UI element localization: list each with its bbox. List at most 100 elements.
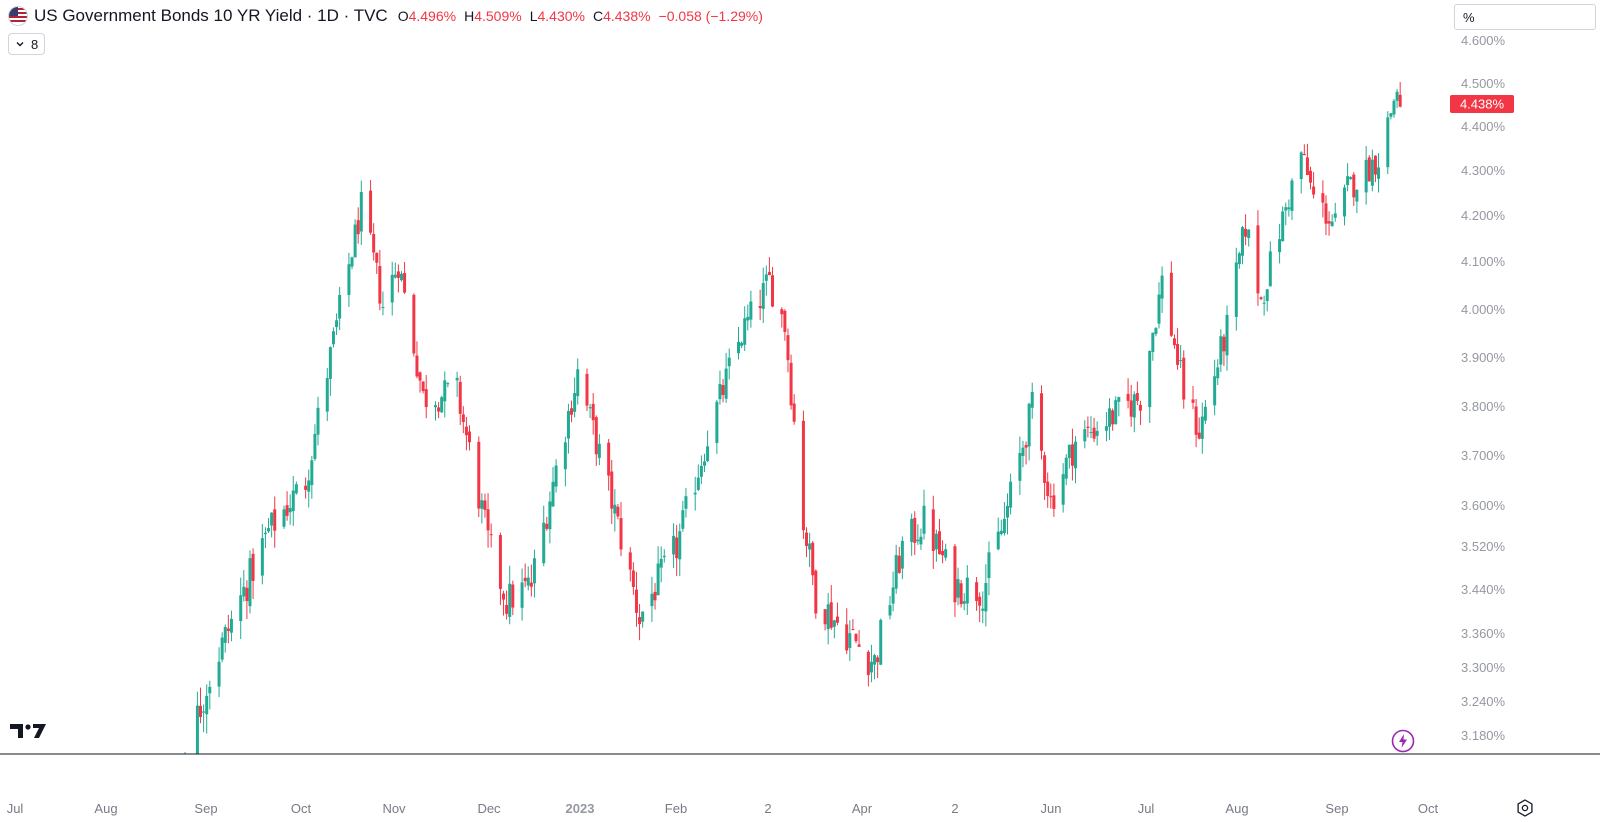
candle (634, 571, 638, 627)
candle (1281, 206, 1285, 242)
candle-body (1194, 406, 1198, 435)
candle (1154, 326, 1158, 337)
candle-body (1219, 336, 1223, 365)
candle (1265, 288, 1269, 312)
candle-body (845, 624, 849, 651)
candle (508, 565, 512, 625)
candle (1132, 391, 1136, 433)
candle-body (251, 553, 255, 581)
ohlc-high: H4.509% (464, 8, 522, 24)
candle-body (721, 385, 725, 396)
candle (749, 290, 753, 328)
candle (403, 261, 407, 294)
candle (910, 513, 914, 556)
candle-body (941, 550, 945, 556)
candle-body (310, 460, 314, 486)
candle (307, 469, 311, 508)
price-tick-label: 3.800% (1461, 399, 1506, 414)
candle (421, 381, 425, 394)
candle-body (576, 369, 580, 397)
candle-body (900, 540, 904, 569)
candle-body (1240, 227, 1244, 256)
indicators-toggle-button[interactable]: 8 (8, 33, 46, 55)
lightning-icon[interactable] (1391, 729, 1415, 758)
candle (588, 404, 592, 419)
candle-body (573, 393, 577, 412)
candle (1151, 332, 1155, 361)
candle (835, 602, 839, 626)
unit-input[interactable]: % (1454, 4, 1596, 30)
time-tick-label: Jul (7, 801, 24, 816)
candle-body (588, 407, 592, 409)
candle (1160, 266, 1164, 313)
candle-body (866, 651, 870, 676)
candle-body (585, 373, 589, 406)
candle (1092, 417, 1096, 443)
candle (378, 249, 382, 311)
candle-body (851, 629, 855, 631)
candle (965, 565, 969, 615)
candle (1070, 428, 1074, 481)
candle (195, 691, 199, 754)
candle (693, 476, 697, 511)
candle-body (975, 582, 979, 601)
candle-body (835, 616, 839, 623)
candle-body (1024, 445, 1028, 448)
candle-body (1040, 393, 1044, 451)
candle-body (372, 233, 376, 253)
candle-body (832, 620, 836, 627)
candle (724, 352, 728, 403)
candle-body (1330, 221, 1334, 227)
candle (1117, 396, 1121, 417)
candle (1040, 385, 1044, 460)
symbol-title[interactable]: US Government Bonds 10 YR Yield · 1D · T… (34, 6, 388, 25)
symbol-legend: US Government Bonds 10 YR Yield · 1D · T… (8, 6, 763, 26)
candle (381, 291, 385, 316)
candle (390, 261, 394, 316)
candle (1225, 305, 1229, 371)
tradingview-logo[interactable] (10, 722, 46, 745)
candle-body (607, 442, 611, 476)
candle-body (1132, 394, 1136, 418)
candle (205, 684, 209, 734)
candle (1148, 350, 1152, 423)
candle-body (1302, 153, 1306, 156)
candle-body (879, 619, 883, 665)
candle (461, 406, 465, 434)
candle (498, 532, 502, 606)
candle (737, 326, 741, 360)
candle (1061, 463, 1065, 513)
settings-gear-icon[interactable] (1516, 799, 1534, 822)
candle-body (780, 309, 784, 315)
price-tick-label: 4.600% (1461, 33, 1506, 48)
candle (702, 453, 706, 473)
candle-body (335, 320, 339, 328)
price-tick-label: 3.240% (1461, 694, 1506, 709)
candle-body (483, 500, 487, 510)
candle-body (591, 403, 595, 421)
candle (1176, 328, 1180, 370)
candle-body (1049, 496, 1053, 498)
candle (999, 519, 1003, 536)
candle-body (1349, 177, 1353, 179)
candle-body (1299, 152, 1303, 180)
candle (922, 489, 926, 540)
candle (1200, 402, 1204, 454)
candle-body (403, 273, 407, 293)
candle-body (1176, 343, 1180, 365)
candle-body (1262, 302, 1266, 304)
candle-body (1138, 404, 1142, 411)
candle (1114, 396, 1118, 425)
candle-body (1095, 430, 1099, 436)
candle (433, 401, 437, 421)
candle (576, 358, 580, 405)
indicators-count: 8 (31, 36, 39, 52)
candle-body (226, 628, 230, 632)
candle (848, 620, 852, 661)
candle-body (1092, 427, 1096, 439)
candle (851, 619, 855, 631)
candle-body (1324, 203, 1328, 224)
candle-body (443, 380, 447, 402)
candle-body (913, 517, 917, 543)
